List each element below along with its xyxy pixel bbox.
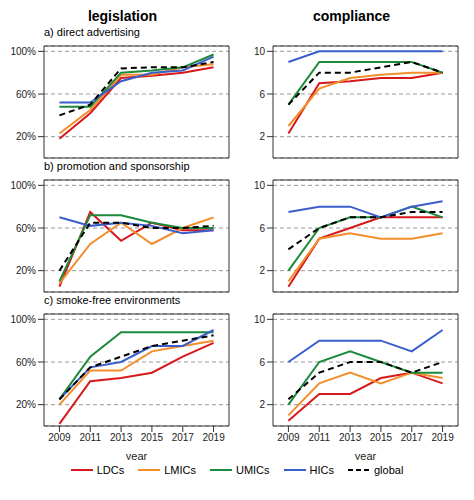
svg-text:10: 10 <box>254 314 266 325</box>
svg-text:2019: 2019 <box>431 432 454 443</box>
svg-text:6: 6 <box>259 89 265 100</box>
svg-text:2009: 2009 <box>277 432 300 443</box>
svg-text:60%: 60% <box>16 89 36 100</box>
svg-text:100%: 100% <box>10 46 36 57</box>
svg-text:2015: 2015 <box>141 432 164 443</box>
svg-text:10: 10 <box>254 46 266 57</box>
svg-text:2017: 2017 <box>401 432 424 443</box>
svg-text:10: 10 <box>254 180 266 191</box>
svg-text:100%: 100% <box>10 180 36 191</box>
svg-text:20%: 20% <box>16 265 36 276</box>
html-text:LDCs: LDCs <box>96 464 125 476</box>
svg-text:2009: 2009 <box>48 432 71 443</box>
svg-text:year: year <box>126 450 148 460</box>
svg-text:2: 2 <box>259 131 265 142</box>
html-text:LMICs: LMICs <box>164 464 196 476</box>
svg-text:2019: 2019 <box>202 432 225 443</box>
svg-text:20%: 20% <box>16 399 36 410</box>
svg-text:20%: 20% <box>16 131 36 142</box>
html-text:legislation: legislation <box>87 8 158 24</box>
svg-text:2: 2 <box>259 265 265 276</box>
svg-text:100%: 100% <box>10 314 36 325</box>
svg-text:2015: 2015 <box>370 432 393 443</box>
svg-text:6: 6 <box>259 223 265 234</box>
svg-text:2013: 2013 <box>339 432 362 443</box>
svg-text:2017: 2017 <box>172 432 195 443</box>
svg-text:2: 2 <box>259 399 265 410</box>
svg-text:year: year <box>355 450 377 460</box>
html-text:compliance: compliance <box>313 8 390 24</box>
html-text:b) promotion and sponsorship: b) promotion and sponsorship <box>44 160 190 172</box>
svg-text:2011: 2011 <box>79 432 101 443</box>
svg-text:60%: 60% <box>16 223 36 234</box>
html-text:global: global <box>374 464 404 476</box>
html-text:UMICs: UMICs <box>235 464 270 476</box>
svg-text:60%: 60% <box>16 357 36 368</box>
html-text:a) direct advertising: a) direct advertising <box>44 26 140 38</box>
html-text:HICs: HICs <box>309 464 334 476</box>
svg-text:2011: 2011 <box>308 432 330 443</box>
html-text:c) smoke-free environments: c) smoke-free environments <box>44 294 181 306</box>
svg-text:6: 6 <box>259 357 265 368</box>
svg-text:2013: 2013 <box>110 432 133 443</box>
